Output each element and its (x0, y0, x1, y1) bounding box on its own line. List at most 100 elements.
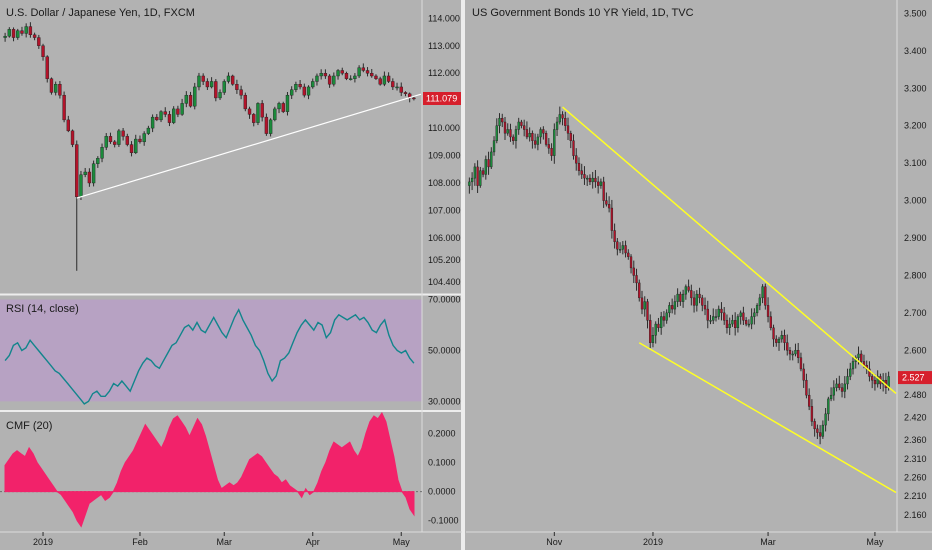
candle-body (361, 67, 365, 71)
candle-body (723, 312, 726, 321)
rsi-y-tick-label: 70.0000 (428, 295, 461, 305)
usdjpy-title[interactable]: U.S. Dollar / Japanese Yen, 1D, FXCM (6, 7, 195, 19)
candle-body (747, 323, 751, 326)
candle-body (777, 338, 781, 343)
candle-body (627, 252, 630, 257)
candle-body (780, 335, 783, 340)
us10y-y-tick-label: 3.200 (904, 121, 927, 131)
candle-body (315, 75, 319, 82)
candle-body (818, 432, 822, 437)
candle-body (873, 379, 877, 385)
candle-body (378, 78, 382, 85)
candle-body (7, 29, 11, 37)
usdjpy-y-tick-label: 106.000 (428, 233, 461, 243)
candle-body (846, 376, 849, 385)
usdjpy-y-tick-label: 110.000 (428, 123, 460, 133)
us10y-candles[interactable] (468, 106, 890, 445)
candle-body (660, 316, 663, 329)
candle-body (498, 118, 501, 126)
candle-body (764, 286, 767, 306)
candle-body (616, 241, 619, 250)
candle-body (490, 151, 493, 168)
candle-body (290, 89, 294, 96)
candle-body (561, 114, 564, 119)
us10y-y-tick-label: 2.360 (904, 435, 927, 445)
candle-body (247, 108, 252, 115)
candle-body (690, 290, 693, 299)
candle-body (231, 75, 235, 85)
us10y-y-tick-label: 2.900 (904, 233, 927, 243)
candle-body (670, 305, 674, 310)
candle-body (142, 133, 146, 143)
candle-body (235, 84, 239, 90)
candle-body (742, 312, 745, 321)
rsi-title[interactable]: RSI (14, close) (6, 303, 79, 315)
channel-upper-line[interactable] (562, 106, 897, 395)
candle-body (336, 70, 340, 77)
candle-body (868, 368, 871, 377)
candle-body (533, 140, 537, 145)
candle-body (654, 323, 657, 336)
candle-body (294, 84, 298, 90)
candle-body (129, 144, 134, 154)
candle-body (599, 181, 603, 186)
candle-body (193, 86, 197, 107)
us10y-y-tick-label: 2.260 (904, 472, 927, 482)
candle-body (643, 301, 646, 310)
candle-body (28, 26, 33, 36)
candle-body (83, 171, 87, 175)
candle-body (808, 394, 811, 407)
candle-body (155, 116, 159, 121)
candle-body (506, 129, 509, 134)
candle-body (657, 323, 660, 329)
candle-body (167, 114, 172, 123)
candle-body (687, 286, 690, 291)
candle-body (816, 428, 819, 433)
candle-body (306, 86, 311, 96)
candle-body (209, 81, 214, 88)
candle-body (281, 103, 285, 112)
candle-body (547, 144, 550, 149)
candle-body (517, 121, 520, 130)
candle-body (349, 78, 353, 80)
candle-body (476, 166, 479, 186)
candle-body (698, 293, 701, 299)
candle-body (835, 383, 838, 388)
cmf-area[interactable] (4, 411, 415, 528)
us10y-y-tick-label: 3.500 (904, 8, 927, 18)
candle-body (851, 361, 855, 370)
cmf-title[interactable]: CMF (20) (6, 420, 52, 432)
candle-body (3, 35, 7, 38)
rsi-line[interactable] (4, 308, 415, 405)
candle-body (703, 305, 707, 310)
usdjpy-trendline[interactable] (76, 93, 422, 199)
candle-body (365, 70, 370, 74)
candle-body (799, 357, 803, 370)
candle-body (810, 406, 814, 422)
candle-body (332, 75, 336, 85)
candle-body (739, 312, 742, 317)
usdjpy-candles[interactable] (3, 22, 416, 271)
candle-body (501, 118, 504, 123)
candle-body (829, 394, 833, 400)
candle-body (20, 30, 24, 34)
candle-body (758, 297, 761, 306)
candle-body (794, 350, 797, 355)
candle-body (226, 75, 231, 82)
candle-body (58, 84, 62, 96)
candle-body (514, 129, 518, 141)
candle-body (41, 45, 45, 57)
candle-body (731, 320, 734, 325)
candle-body (849, 368, 852, 377)
candle-body (470, 177, 474, 183)
candle-body (104, 136, 108, 148)
candle-body (146, 127, 151, 134)
us10y-title[interactable]: US Government Bonds 10 YR Yield, 1D, TVC (472, 7, 694, 19)
candle-body (827, 398, 830, 415)
candle-body (651, 335, 655, 343)
channel-lower-line[interactable] (638, 342, 897, 494)
candle-body (523, 125, 526, 130)
candle-body (876, 376, 879, 385)
candle-body (479, 170, 482, 186)
